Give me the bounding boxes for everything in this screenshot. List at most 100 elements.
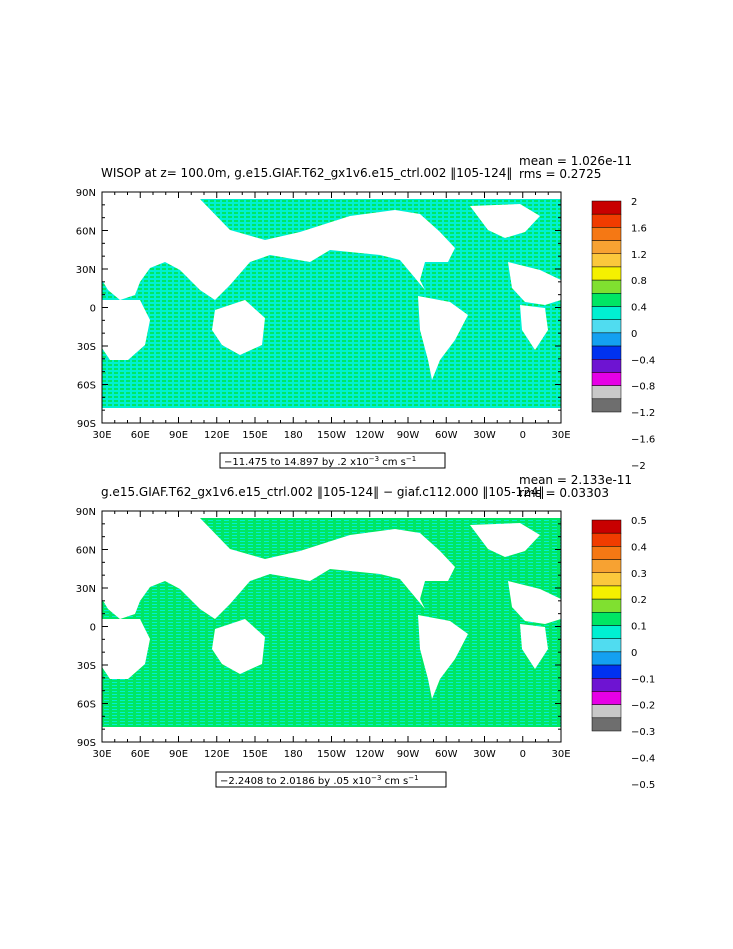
- lon-label: 150W: [317, 749, 346, 760]
- panel-1-colorbar: 2 1.6 1.2 0.8 0.4 0 −0.4 −0.8 −1.2 −1.6 −2: [591, 197, 655, 472]
- panel-2-rms: rms = 0.03303: [519, 486, 609, 500]
- panel-2-range-unit-exp: −1: [408, 774, 418, 782]
- colorbar-label: 0.4: [631, 542, 647, 553]
- colorbar-label: −1.6: [631, 434, 655, 445]
- lon-label: 60W: [435, 749, 458, 760]
- colorbar-label: 0: [631, 329, 637, 340]
- panel-2-range-unit: cm s: [381, 776, 408, 787]
- lon-label: 30E: [551, 749, 570, 760]
- lon-label: 30W: [473, 430, 496, 441]
- panel-1-range-box: −11.475 to 14.897 by .2 x10−3 cm s−1: [219, 452, 446, 469]
- lat-label: 30N: [76, 584, 96, 595]
- colorbar-label: 0.4: [631, 303, 647, 314]
- panel-2-frame: [101, 510, 562, 743]
- lon-label: 150W: [317, 430, 346, 441]
- lat-label: 30S: [77, 342, 96, 353]
- colorbar-swatch: [591, 598, 622, 613]
- lon-label: 90W: [397, 749, 420, 760]
- colorbar-swatch: [591, 372, 622, 386]
- lon-label: 120W: [355, 430, 384, 441]
- colorbar-swatch: [591, 293, 622, 307]
- colorbar-label: 0.8: [631, 276, 647, 287]
- lat-label: 90S: [77, 419, 96, 430]
- panel-1-range-unit: cm s: [379, 457, 406, 468]
- panel-1-frame: [101, 191, 562, 424]
- panel-2-range-exp: −3: [371, 774, 381, 782]
- colorbar-label: −0.4: [631, 753, 655, 764]
- colorbar-label: 0.3: [631, 569, 647, 580]
- colorbar-label: 0.1: [631, 622, 647, 633]
- colorbar-swatch: [591, 532, 622, 547]
- colorbar-swatch: [591, 717, 622, 732]
- colorbar-label: −0.2: [631, 701, 655, 712]
- colorbar-swatch: [591, 240, 622, 254]
- colorbar-swatch: [591, 385, 622, 400]
- map-panel-1: WISOP at z= 100.0m, g.e15.GIAF.T62_gx1v6…: [76, 154, 656, 472]
- colorbar-swatch: [591, 678, 622, 692]
- lon-label: 30W: [473, 749, 496, 760]
- panel-2-mean: mean = 2.133e-11: [519, 473, 632, 487]
- colorbar-swatch: [591, 213, 622, 228]
- colorbar-label: 1.6: [631, 223, 647, 234]
- lat-label: 60N: [76, 546, 96, 557]
- lon-label: 150E: [242, 749, 267, 760]
- colorbar-swatch: [591, 625, 622, 639]
- colorbar-label: −0.1: [631, 674, 655, 685]
- lon-label: 60W: [435, 430, 458, 441]
- panel-1-range-exp: −3: [369, 455, 379, 463]
- lon-label: 60E: [131, 430, 150, 441]
- lat-label: 60S: [77, 700, 96, 711]
- colorbar-swatch: [591, 319, 622, 334]
- panel-1-rms: rms = 0.2725: [519, 167, 601, 181]
- colorbar-label: −0.3: [631, 727, 655, 738]
- lon-label: 120E: [204, 749, 229, 760]
- lon-label: 30E: [92, 749, 111, 760]
- colorbar-swatch: [591, 227, 622, 241]
- colorbar-swatch: [591, 332, 622, 347]
- lon-label: 0: [520, 749, 526, 760]
- lon-label: 120E: [204, 430, 229, 441]
- lat-label: 90N: [76, 507, 96, 518]
- lon-label: 180: [284, 430, 303, 441]
- panel-1-lat-axis: 90N 60N 30N 0 30S 60S 90S: [76, 188, 561, 430]
- panel-1-range-text: −11.475 to 14.897 by .2 x10: [224, 457, 369, 468]
- colorbar-label: −0.5: [631, 780, 655, 791]
- panel-2-range-box: −2.2408 to 2.0186 by .05 x10−3 cm s−1: [215, 771, 447, 788]
- svg-text:−11.475 to 14.897 by .2 x10−3: −11.475 to 14.897 by .2 x10−3 cm s−1: [224, 455, 416, 468]
- colorbar-label: 0.2: [631, 595, 647, 606]
- lat-label: 60N: [76, 227, 96, 238]
- colorbar-swatch: [591, 398, 622, 413]
- colorbar-swatch: [591, 306, 622, 320]
- colorbar-swatch: [591, 266, 622, 281]
- lon-label: 90E: [169, 430, 188, 441]
- panel-1-title: WISOP at z= 100.0m, g.e15.GIAF.T62_gx1v6…: [101, 166, 512, 180]
- lat-label: 90N: [76, 188, 96, 199]
- colorbar-swatch: [591, 359, 622, 373]
- colorbar-label: 1.2: [631, 250, 647, 261]
- lat-label: 60S: [77, 381, 96, 392]
- colorbar-label: 0.5: [631, 516, 647, 527]
- lon-label: 30E: [551, 430, 570, 441]
- colorbar-swatch: [591, 519, 622, 534]
- lat-label: 30S: [77, 661, 96, 672]
- colorbar-swatch: [591, 691, 622, 705]
- colorbar-swatch: [591, 345, 622, 360]
- lat-label: 90S: [77, 738, 96, 749]
- lon-label: 90E: [169, 749, 188, 760]
- colorbar-swatch: [591, 200, 622, 215]
- panel-2-colorbar: 0.5 0.4 0.3 0.2 0.1 0 −0.1 −0.2 −0.3 −0.4 −0.5: [591, 516, 655, 791]
- lat-label: 0: [90, 623, 96, 634]
- lon-label: 30E: [92, 430, 111, 441]
- colorbar-swatch: [591, 572, 622, 587]
- panel-2-title: g.e15.GIAF.T62_gx1v6.e15_ctrl.002 ‖105-1…: [101, 485, 544, 499]
- map-panel-2: g.e15.GIAF.T62_gx1v6.e15_ctrl.002 ‖105-1…: [76, 473, 656, 791]
- colorbar-swatch: [591, 704, 622, 719]
- lon-label: 0: [520, 430, 526, 441]
- panel-2-lon-axis: 30E 60E 90E 120E 150E 180 150W 120W 90W 60W 30W 0 30…: [92, 511, 571, 760]
- colorbar-label: −0.4: [631, 355, 655, 366]
- lon-label: 120W: [355, 749, 384, 760]
- colorbar-swatch: [591, 279, 622, 294]
- colorbar-swatch: [591, 546, 622, 560]
